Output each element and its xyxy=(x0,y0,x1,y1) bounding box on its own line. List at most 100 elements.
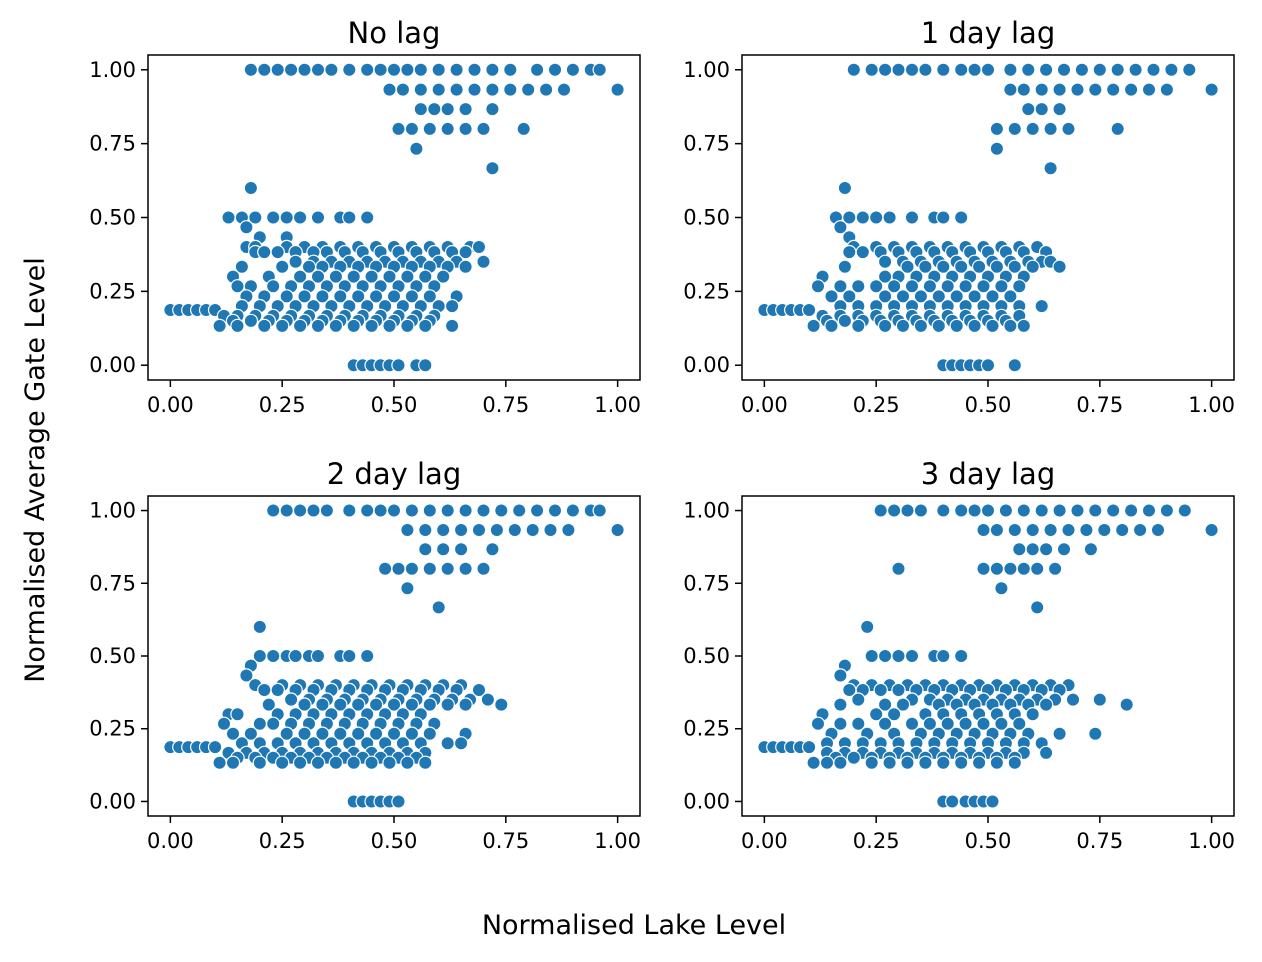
x-tick-label: 0.75 xyxy=(482,829,529,853)
data-point xyxy=(351,726,366,741)
data-point xyxy=(440,697,455,712)
subplot-0: No lag 0.00 0.25 0.50 0.75 1.00 0.00 0.25 0.50 0.… xyxy=(89,16,641,417)
data-point xyxy=(913,289,929,304)
data-point xyxy=(1061,121,1076,137)
data-point xyxy=(377,561,393,576)
data-point xyxy=(440,101,455,117)
data-point xyxy=(382,755,397,771)
data-point xyxy=(279,503,294,518)
data-point xyxy=(310,318,326,334)
data-point xyxy=(1177,503,1193,518)
y-tick-label: 0.25 xyxy=(683,279,730,303)
data-point xyxy=(467,62,482,78)
data-point xyxy=(436,269,451,284)
x-tick-label: 1.00 xyxy=(594,393,641,417)
data-point xyxy=(855,210,871,225)
x-tick-label: 0.75 xyxy=(1076,393,1123,417)
data-point xyxy=(485,160,500,176)
data-point xyxy=(877,716,893,732)
data-point xyxy=(936,755,951,771)
data-point xyxy=(458,503,473,518)
data-point xyxy=(292,210,308,225)
data-point xyxy=(913,503,929,518)
data-point xyxy=(400,581,415,596)
x-tick-label: 0.75 xyxy=(1076,829,1123,853)
data-point xyxy=(547,503,563,518)
data-point xyxy=(310,648,326,664)
data-point xyxy=(453,736,469,751)
data-point xyxy=(936,648,951,664)
data-point xyxy=(243,180,259,196)
x-tick-label: 0.50 xyxy=(965,829,1012,853)
y-tick-label: 1.00 xyxy=(683,499,730,523)
data-point xyxy=(400,318,415,334)
data-point xyxy=(1119,697,1134,712)
data-point xyxy=(297,726,312,741)
data-point xyxy=(833,220,848,235)
data-point xyxy=(998,503,1014,518)
data-point xyxy=(1056,542,1072,557)
data-point xyxy=(1052,503,1067,518)
data-point xyxy=(368,697,384,712)
data-point xyxy=(404,289,420,304)
data-point xyxy=(436,522,451,538)
data-point xyxy=(837,180,853,196)
data-point xyxy=(1204,82,1219,97)
data-point xyxy=(976,561,991,576)
subplot-2: 2 day lag 0.00 0.25 0.50 0.75 1.00 0.00 0.25 0.5… xyxy=(89,457,641,853)
data-point xyxy=(360,210,375,225)
data-point xyxy=(458,101,473,117)
data-point xyxy=(904,716,920,732)
data-point xyxy=(476,503,491,518)
subplot-1: 1 day lag 0.00 0.25 0.50 0.75 1.00 0.00 0.25 0.5… xyxy=(683,16,1235,417)
data-point xyxy=(1012,542,1027,557)
data-point xyxy=(310,269,326,284)
data-point xyxy=(833,716,848,732)
data-point xyxy=(386,503,402,518)
x-tick-label: 0.25 xyxy=(853,393,900,417)
data-point xyxy=(954,210,969,225)
data-point xyxy=(529,503,545,518)
data-point xyxy=(1150,522,1166,538)
data-point xyxy=(882,755,897,771)
data-point xyxy=(810,716,826,732)
data-point xyxy=(1204,522,1219,538)
data-point xyxy=(444,318,460,334)
data-point xyxy=(315,289,330,304)
data-point xyxy=(1047,561,1063,576)
data-point xyxy=(373,503,388,518)
data-point xyxy=(922,279,938,294)
data-point xyxy=(810,279,826,294)
data-point xyxy=(989,121,1005,137)
data-point xyxy=(216,716,232,732)
data-point xyxy=(1088,82,1103,97)
data-point xyxy=(806,755,821,771)
data-point xyxy=(503,62,518,78)
data-point xyxy=(940,279,955,294)
data-point xyxy=(288,254,303,269)
data-point xyxy=(404,561,420,576)
data-point xyxy=(386,289,402,304)
data-point xyxy=(516,121,531,137)
data-point xyxy=(1128,62,1143,78)
scatter-points xyxy=(163,503,625,809)
data-point xyxy=(471,682,487,698)
data-point xyxy=(279,210,294,225)
data-point xyxy=(400,269,415,284)
data-point xyxy=(1105,82,1121,97)
data-point xyxy=(565,503,581,518)
data-point xyxy=(440,736,455,751)
data-point xyxy=(422,121,437,137)
data-point xyxy=(922,716,938,732)
data-point xyxy=(400,755,415,771)
data-point xyxy=(855,244,871,260)
data-point xyxy=(985,318,1000,334)
data-point xyxy=(1114,522,1130,538)
data-point xyxy=(900,755,915,771)
data-point xyxy=(333,289,348,304)
data-point xyxy=(283,692,299,707)
data-point xyxy=(824,289,839,304)
data-point xyxy=(989,141,1005,156)
data-point xyxy=(480,692,496,707)
data-point xyxy=(877,648,893,664)
